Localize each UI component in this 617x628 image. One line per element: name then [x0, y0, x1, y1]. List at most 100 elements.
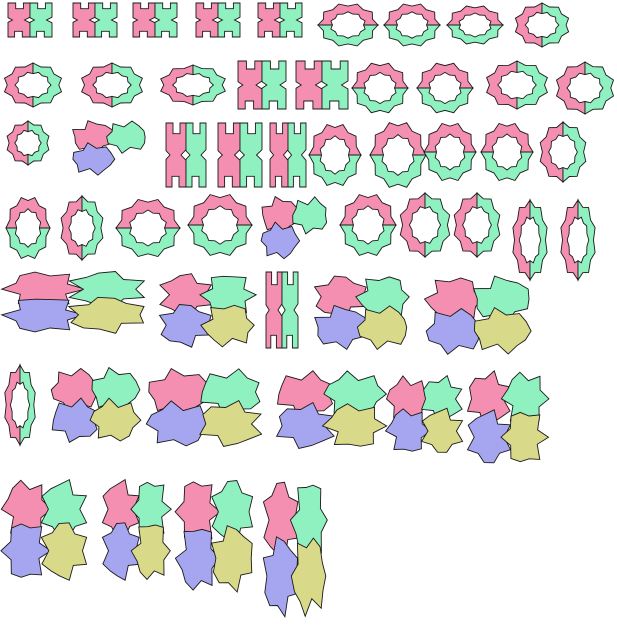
tile-piece [158, 304, 212, 348]
tiling-shape [6, 120, 50, 166]
tile-piece [281, 271, 299, 349]
tiling-shape [81, 62, 143, 108]
tile-piece [0, 523, 52, 578]
tile-piece [480, 151, 534, 182]
tiling-shape [308, 124, 362, 186]
tiling-shape [423, 275, 532, 355]
tile-piece [185, 122, 207, 188]
tile-piece [423, 122, 477, 153]
tiling-shape [260, 195, 328, 260]
tile-piece [261, 60, 287, 110]
tile-piece [130, 524, 171, 581]
tiling-shape [369, 122, 427, 188]
tile-piece [174, 528, 220, 591]
tiling-shape [0, 478, 88, 581]
tile-piece [425, 308, 481, 355]
tile-piece [4, 363, 21, 447]
tile-piece [0, 298, 86, 333]
tile-piece [132, 2, 156, 38]
tile-piece [369, 122, 427, 156]
tiling-shape [339, 194, 397, 256]
tile-piece [276, 370, 334, 418]
tile-piece [211, 525, 253, 593]
tile-piece [40, 522, 88, 581]
tiling-shape [423, 122, 477, 182]
tile-piece [275, 401, 335, 450]
tile-piece [466, 369, 511, 427]
tiling-shape [466, 369, 550, 464]
tiling-shape [145, 367, 263, 448]
tiling-shape [453, 191, 501, 259]
tile-piece [81, 62, 113, 108]
tiling-shape [480, 122, 534, 182]
tiling-shape [399, 192, 451, 258]
tiling-shape [416, 62, 474, 114]
tile-piece [308, 154, 362, 186]
tile-piece [562, 121, 587, 183]
tiling-shape [160, 64, 226, 106]
tile-piece [420, 374, 463, 423]
tiling-shape [257, 2, 303, 38]
tile-piece [279, 2, 303, 38]
tile-piece [555, 61, 586, 115]
tile-piece [339, 224, 397, 256]
tiling-shape [539, 121, 587, 183]
tile-piece [154, 2, 178, 38]
tile-piece [19, 363, 36, 447]
tiling-shape [265, 271, 299, 349]
tile-piece [187, 194, 253, 226]
tile-piece [529, 198, 548, 282]
tile-piece [383, 24, 441, 47]
tiling-shape [72, 120, 146, 176]
tile-piece [314, 304, 367, 351]
tile-piece [316, 24, 380, 47]
tiling-shape [512, 198, 548, 282]
tile-piece [115, 198, 181, 229]
tile-piece [512, 198, 531, 282]
tile-piece [89, 397, 142, 442]
tiling-shape [262, 481, 328, 619]
tiling-shape [384, 374, 464, 453]
tiling-shape [101, 478, 173, 581]
tile-piece [339, 194, 397, 226]
tile-piece [453, 191, 478, 259]
tile-piece [265, 271, 283, 349]
tile-piece [290, 537, 327, 618]
tile-piece [516, 60, 548, 110]
tile-piece [399, 192, 426, 258]
tiling-shape [50, 366, 142, 443]
tiling-shape [115, 198, 181, 258]
tiling-shape [0, 271, 146, 334]
tile-piece [187, 224, 253, 256]
tile-piece [217, 122, 241, 188]
tiling-shape [486, 60, 548, 110]
tile-piece [200, 304, 255, 348]
tiling-shape [383, 3, 441, 47]
tile-piece [239, 122, 263, 188]
tile-piece [199, 399, 263, 448]
tile-piece [287, 122, 307, 188]
tile-piece [101, 522, 140, 581]
tiling-shape [72, 2, 118, 38]
tile-piece [29, 2, 53, 38]
tile-piece [541, 2, 570, 48]
tile-piece [5, 227, 51, 259]
tiling-shape [7, 2, 53, 38]
tiling-shape [237, 60, 287, 110]
tile-piece [420, 407, 464, 453]
tile-piece [500, 411, 550, 463]
tile-piece [351, 62, 409, 89]
tiling-shape [60, 194, 104, 262]
tile-piece [383, 3, 441, 26]
tile-piece [111, 62, 143, 108]
tiling-shape [295, 60, 349, 110]
tile-piece [115, 227, 181, 258]
tile-piece [94, 2, 118, 38]
tile-piece [81, 194, 104, 262]
tile-piece [321, 60, 349, 110]
tile-piece [321, 403, 388, 447]
tiling-shape [132, 2, 178, 38]
tile-piece [480, 122, 534, 153]
tiling-shape [313, 275, 410, 351]
